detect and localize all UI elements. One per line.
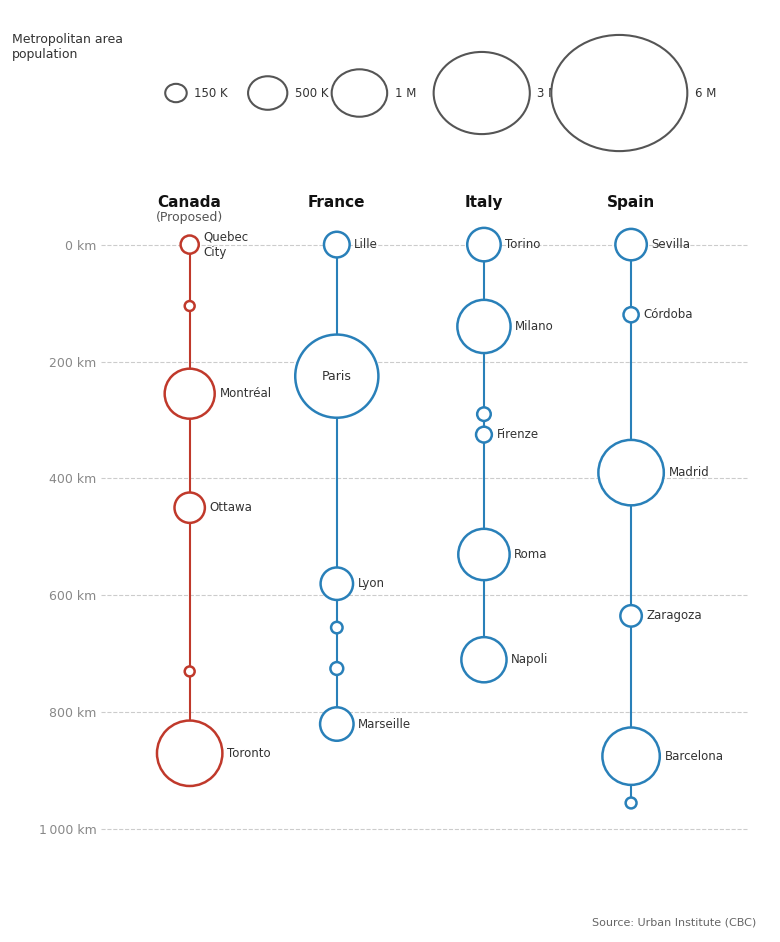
- Ellipse shape: [602, 727, 660, 785]
- Text: Lille: Lille: [354, 238, 378, 252]
- Ellipse shape: [331, 622, 342, 633]
- Text: Paris: Paris: [322, 369, 352, 382]
- Ellipse shape: [457, 300, 511, 353]
- Ellipse shape: [434, 52, 530, 134]
- Text: Barcelona: Barcelona: [665, 750, 724, 763]
- Text: 150 K: 150 K: [194, 87, 228, 100]
- Ellipse shape: [165, 368, 214, 418]
- Text: 6 M: 6 M: [695, 87, 716, 100]
- Ellipse shape: [165, 84, 186, 103]
- Ellipse shape: [185, 301, 195, 311]
- Text: Metropolitan area
population: Metropolitan area population: [12, 33, 122, 61]
- Text: Córdoba: Córdoba: [644, 308, 693, 321]
- Ellipse shape: [461, 637, 506, 682]
- Ellipse shape: [181, 236, 199, 253]
- Text: (Proposed): (Proposed): [156, 211, 223, 224]
- Text: Marseille: Marseille: [358, 718, 411, 731]
- Text: Montréal: Montréal: [219, 387, 271, 400]
- Text: Torino: Torino: [505, 238, 541, 252]
- Ellipse shape: [321, 567, 353, 600]
- Text: Firenze: Firenze: [497, 428, 539, 441]
- Ellipse shape: [459, 528, 509, 580]
- Ellipse shape: [623, 307, 639, 322]
- Ellipse shape: [626, 730, 636, 741]
- Ellipse shape: [175, 493, 205, 523]
- Ellipse shape: [324, 232, 349, 257]
- Text: 1 M: 1 M: [395, 87, 417, 100]
- Ellipse shape: [467, 228, 501, 261]
- Text: Madrid: Madrid: [668, 466, 709, 479]
- Text: Ottawa: Ottawa: [210, 501, 253, 514]
- Ellipse shape: [598, 440, 664, 505]
- Ellipse shape: [157, 721, 222, 786]
- Ellipse shape: [476, 427, 492, 443]
- Text: Source: Urban Institute (CBC): Source: Urban Institute (CBC): [592, 918, 757, 928]
- Text: 3 M: 3 M: [537, 87, 558, 100]
- Text: Milano: Milano: [516, 320, 554, 333]
- Text: France: France: [308, 194, 366, 209]
- Ellipse shape: [620, 605, 642, 626]
- Text: Italy: Italy: [465, 194, 503, 209]
- Text: Quebec
City: Quebec City: [204, 231, 249, 259]
- Ellipse shape: [331, 662, 343, 674]
- Ellipse shape: [320, 707, 353, 740]
- Text: Zaragoza: Zaragoza: [647, 609, 702, 623]
- Text: 500 K: 500 K: [295, 87, 328, 100]
- Ellipse shape: [185, 666, 195, 676]
- Ellipse shape: [626, 798, 636, 808]
- Text: Napoli: Napoli: [511, 653, 548, 666]
- Ellipse shape: [248, 76, 287, 110]
- Ellipse shape: [615, 229, 647, 260]
- Text: Canada: Canada: [158, 194, 222, 209]
- Text: Sevilla: Sevilla: [651, 238, 690, 252]
- Ellipse shape: [332, 70, 387, 117]
- Ellipse shape: [296, 334, 378, 417]
- Text: Spain: Spain: [607, 194, 655, 209]
- Ellipse shape: [477, 407, 491, 421]
- Ellipse shape: [551, 35, 687, 151]
- Text: Toronto: Toronto: [227, 747, 271, 760]
- Text: Roma: Roma: [514, 548, 548, 561]
- Text: Lyon: Lyon: [358, 577, 385, 591]
